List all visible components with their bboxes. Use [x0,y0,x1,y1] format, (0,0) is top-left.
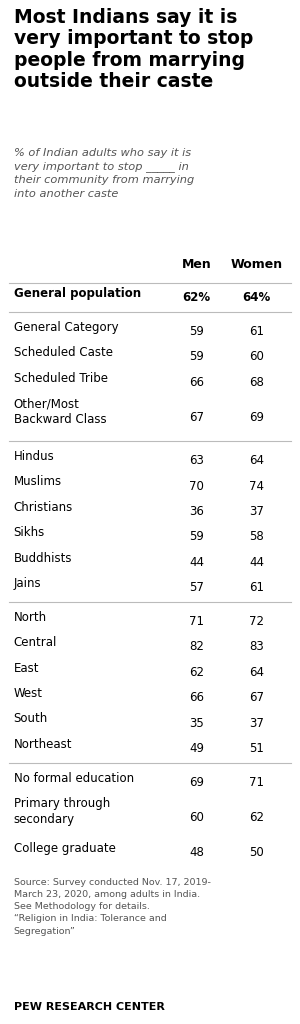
Text: 69: 69 [249,411,264,424]
Text: Men: Men [182,258,212,271]
Text: College graduate: College graduate [14,842,116,855]
Text: 68: 68 [249,376,264,389]
Text: 64: 64 [249,666,264,679]
Text: Muslims: Muslims [14,475,61,488]
Text: 51: 51 [249,742,264,755]
Text: South: South [14,713,48,725]
Text: Jains: Jains [14,577,41,590]
Text: 35: 35 [189,717,204,730]
Text: 74: 74 [249,479,264,493]
Text: 67: 67 [189,411,204,424]
Text: North: North [14,611,46,624]
Text: 57: 57 [189,582,204,594]
Text: Most Indians say it is
very important to stop
people from marrying
outside their: Most Indians say it is very important to… [14,8,253,91]
Text: % of Indian adults who say it is
very important to stop _____ in
their community: % of Indian adults who say it is very im… [14,148,194,199]
Text: 49: 49 [189,742,204,755]
Text: 50: 50 [249,846,264,859]
Text: 48: 48 [189,846,204,859]
Text: Christians: Christians [14,501,73,514]
Text: 62: 62 [249,811,264,824]
Text: 44: 44 [189,556,204,568]
Text: West: West [14,687,43,700]
Text: 83: 83 [249,640,264,653]
Text: Sikhs: Sikhs [14,526,45,540]
Text: 63: 63 [189,455,204,467]
Text: 67: 67 [249,691,264,705]
Text: Buddhists: Buddhists [14,552,72,564]
Text: Hindus: Hindus [14,450,54,463]
Text: 61: 61 [249,325,264,338]
Text: General Category: General Category [14,321,118,334]
Text: 60: 60 [249,350,264,364]
Text: 59: 59 [189,350,204,364]
Text: 62%: 62% [182,291,211,304]
Text: Women: Women [230,258,283,271]
Text: 66: 66 [189,376,204,389]
Text: 62: 62 [189,666,204,679]
Text: No formal education: No formal education [14,772,134,784]
Text: 59: 59 [189,325,204,338]
Text: 44: 44 [249,556,264,568]
Text: East: East [14,662,39,675]
Text: 71: 71 [189,615,204,628]
Text: 82: 82 [189,640,204,653]
Text: 72: 72 [249,615,264,628]
Text: Source: Survey conducted Nov. 17, 2019-
March 23, 2020, among adults in India.
S: Source: Survey conducted Nov. 17, 2019- … [14,878,210,936]
Text: 37: 37 [249,717,264,730]
Text: 70: 70 [189,479,204,493]
Text: Northeast: Northeast [14,738,72,751]
Text: 64%: 64% [242,291,271,304]
Text: 60: 60 [189,811,204,824]
Text: 71: 71 [249,776,264,788]
Text: Scheduled Caste: Scheduled Caste [14,346,112,359]
Text: 64: 64 [249,455,264,467]
Text: Scheduled Tribe: Scheduled Tribe [14,372,107,385]
Text: Central: Central [14,636,57,649]
Text: Primary through
secondary: Primary through secondary [14,797,110,826]
Text: 36: 36 [189,505,204,518]
Text: 61: 61 [249,582,264,594]
Text: General population: General population [14,287,141,300]
Text: 58: 58 [249,530,264,544]
Text: 66: 66 [189,691,204,705]
Text: 69: 69 [189,776,204,788]
Text: 37: 37 [249,505,264,518]
Text: Other/Most
Backward Class: Other/Most Backward Class [14,397,106,426]
Text: PEW RESEARCH CENTER: PEW RESEARCH CENTER [14,1002,164,1012]
Text: 59: 59 [189,530,204,544]
